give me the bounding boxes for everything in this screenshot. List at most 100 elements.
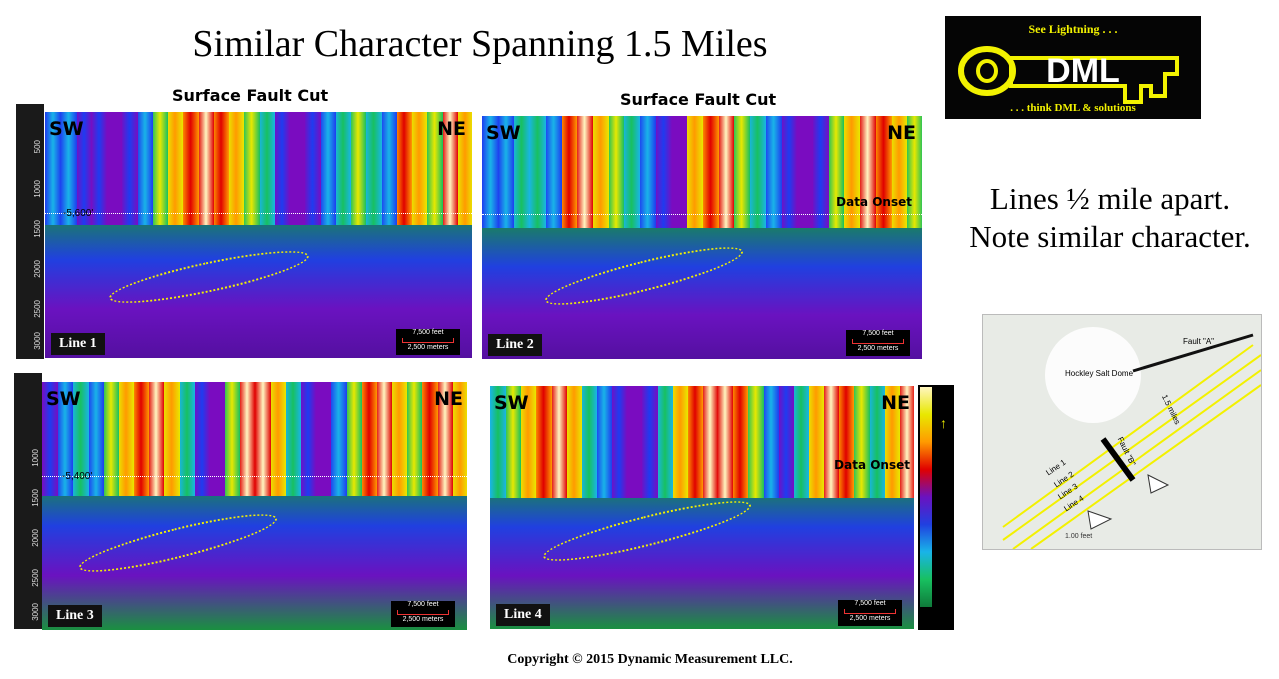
- seismic-band: [319, 112, 336, 226]
- seismic-band: [607, 116, 625, 228]
- map-scale-label: 1.00 feet: [1065, 533, 1093, 540]
- sw-label: SW: [486, 122, 521, 144]
- seismic-band: [641, 386, 658, 498]
- seismic-panel-line-2: Data Onset SW NE Line 2 7,500 feet 2,500…: [482, 116, 922, 359]
- ne-label: NE: [437, 118, 466, 140]
- seismic-band: [436, 382, 453, 497]
- seismic-band: [623, 116, 641, 228]
- side-note-line-1: Lines ½ mile apart.: [989, 181, 1231, 216]
- seismic-band: [224, 382, 241, 497]
- seismic-band: [890, 116, 908, 228]
- seismic-band: [702, 116, 719, 228]
- seismic-band: [269, 382, 286, 497]
- seismic-band: [906, 116, 922, 228]
- seismic-band: [762, 386, 779, 498]
- seismic-band: [611, 386, 628, 498]
- seismic-band: [106, 112, 123, 226]
- seismic-band: [45, 112, 62, 226]
- line-label: Line 1: [51, 333, 105, 355]
- seismic-band: [859, 116, 876, 228]
- depth-line: [42, 476, 467, 477]
- seismic-band: [626, 386, 643, 498]
- seismic-band: [87, 382, 104, 497]
- seismic-band: [513, 116, 531, 228]
- side-note: Lines ½ mile apart. Note similar charact…: [940, 180, 1279, 256]
- seismic-band: [441, 112, 458, 226]
- seismic-band: [360, 382, 377, 497]
- data-onset-label: Data Onset: [836, 195, 912, 209]
- axis-tick: 3000: [31, 603, 40, 621]
- seismic-band: [254, 382, 271, 497]
- seismic-band: [639, 116, 656, 228]
- seismic-band: [350, 112, 367, 226]
- seismic-band: [898, 386, 914, 498]
- seismic-band: [544, 116, 562, 228]
- seismic-band: [560, 116, 578, 228]
- seismic-band: [868, 386, 885, 498]
- seismic-band: [239, 382, 256, 497]
- seismic-band: [812, 116, 829, 228]
- seismic-band: [670, 116, 688, 228]
- data-onset-label: Data Onset: [834, 458, 910, 472]
- seismic-band: [228, 112, 245, 226]
- scale-feet: 7,500 feet: [407, 601, 439, 608]
- page-title: Similar Character Spanning 1.5 Miles: [192, 23, 768, 65]
- seismic-band: [656, 386, 673, 498]
- seismic-band: [823, 386, 840, 498]
- surface-fault-cut-label-2: Surface Fault Cut: [620, 90, 777, 109]
- seismic-band: [375, 382, 393, 497]
- axis-tick: 2500: [33, 300, 42, 318]
- logo-tagline-bottom: . . . think DML & solutions: [1010, 102, 1136, 114]
- seismic-band: [550, 386, 567, 498]
- dml-logo: See Lightning . . . DML . . . think DML …: [945, 16, 1201, 119]
- legend-gradient: [920, 387, 932, 607]
- seismic-band: [843, 116, 861, 228]
- seismic-band: [411, 112, 428, 226]
- depth-line: [482, 214, 922, 215]
- scale-bar: 7,500 feet 2,500 meters: [846, 330, 910, 356]
- seismic-band: [702, 386, 719, 498]
- seismic-band: [596, 386, 613, 498]
- seismic-band: [102, 382, 119, 497]
- axis-tick: 1000: [33, 180, 42, 198]
- seismic-band: [72, 382, 89, 497]
- seismic-band: [717, 116, 735, 228]
- map-dome-label: Hockley Salt Dome: [1065, 369, 1134, 378]
- seismic-band: [686, 386, 703, 498]
- depth-label: -5,600': [63, 208, 94, 219]
- seismic-band: [764, 116, 782, 228]
- seismic-band: [90, 112, 107, 226]
- sw-label: SW: [494, 392, 529, 414]
- seismic-band: [345, 382, 362, 497]
- surface-fault-cut-label-1: Surface Fault Cut: [172, 86, 329, 105]
- seismic-panel-line-1: -5,600' SW NE Line 1 7,500 feet 2,500 me…: [45, 112, 472, 358]
- scale-feet: 7,500 feet: [862, 330, 894, 337]
- seismic-band: [315, 382, 332, 497]
- seismic-band: [406, 382, 423, 497]
- seismic-band: [874, 116, 892, 228]
- seismic-band: [853, 386, 870, 498]
- seismic-band: [60, 112, 77, 226]
- seismic-band: [193, 382, 210, 497]
- seismic-band: [733, 116, 751, 228]
- seismic-band: [258, 112, 275, 226]
- seismic-band: [151, 112, 168, 226]
- seismic-band: [749, 116, 766, 228]
- scale-feet: 7,500 feet: [854, 600, 886, 607]
- location-map: Hockley Salt Dome Fault "A" Fault "B" 1.…: [982, 314, 1262, 550]
- seismic-band: [456, 112, 472, 226]
- line-label: Line 3: [48, 605, 102, 627]
- seismic-band: [121, 112, 138, 226]
- seismic-band: [565, 386, 582, 498]
- scale-meters: 2,500 meters: [849, 615, 891, 622]
- seismic-band: [686, 116, 703, 228]
- logo-brand: DML: [1046, 52, 1120, 90]
- scale-feet: 7,500 feet: [412, 329, 444, 336]
- seismic-band: [505, 386, 522, 498]
- seismic-band: [497, 116, 515, 228]
- scale-meters: 2,500 meters: [402, 616, 444, 623]
- axis-tick: 1000: [31, 449, 40, 467]
- seismic-band: [133, 382, 150, 497]
- copyright: Copyright © 2015 Dynamic Measurement LLC…: [507, 652, 793, 667]
- sw-label: SW: [46, 388, 81, 410]
